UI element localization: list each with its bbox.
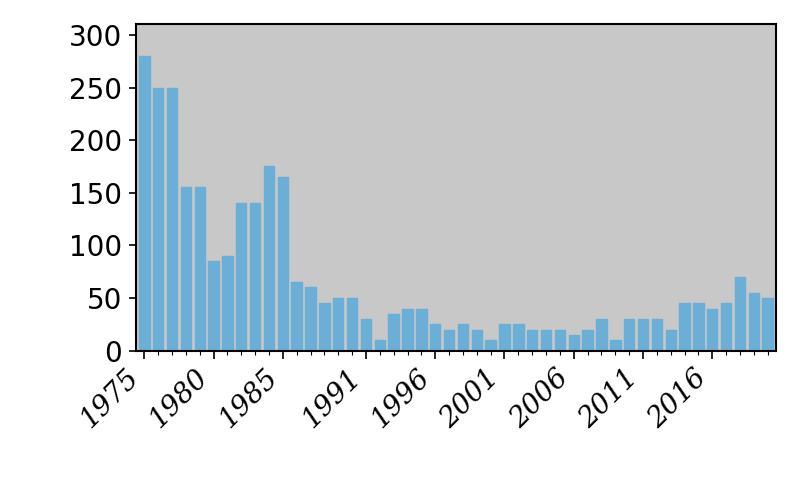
Bar: [361, 319, 371, 351]
Bar: [666, 330, 676, 351]
Bar: [554, 330, 565, 351]
Bar: [499, 324, 510, 351]
Bar: [638, 319, 648, 351]
Bar: [250, 203, 260, 351]
Bar: [333, 298, 343, 351]
Bar: [181, 187, 191, 351]
Bar: [264, 167, 274, 351]
Bar: [749, 293, 759, 351]
Bar: [582, 330, 593, 351]
Bar: [306, 287, 316, 351]
Bar: [541, 330, 551, 351]
Bar: [319, 303, 330, 351]
Bar: [694, 303, 704, 351]
Bar: [596, 319, 606, 351]
Bar: [208, 261, 218, 351]
Bar: [278, 177, 288, 351]
Bar: [291, 282, 302, 351]
Bar: [347, 298, 358, 351]
Bar: [734, 277, 745, 351]
Bar: [679, 303, 690, 351]
Bar: [471, 330, 482, 351]
Bar: [194, 187, 205, 351]
Bar: [430, 324, 441, 351]
Bar: [236, 203, 246, 351]
Bar: [624, 319, 634, 351]
Bar: [167, 88, 178, 351]
Bar: [569, 335, 579, 351]
Bar: [374, 340, 385, 351]
Bar: [139, 56, 150, 351]
Bar: [222, 256, 233, 351]
Bar: [707, 309, 718, 351]
Bar: [652, 319, 662, 351]
Bar: [527, 330, 538, 351]
Bar: [402, 309, 413, 351]
Bar: [513, 324, 523, 351]
Bar: [721, 303, 731, 351]
Bar: [153, 88, 163, 351]
Bar: [610, 340, 621, 351]
Bar: [444, 330, 454, 351]
Bar: [458, 324, 468, 351]
Bar: [762, 298, 773, 351]
Bar: [389, 314, 399, 351]
Bar: [416, 309, 426, 351]
Bar: [486, 340, 496, 351]
